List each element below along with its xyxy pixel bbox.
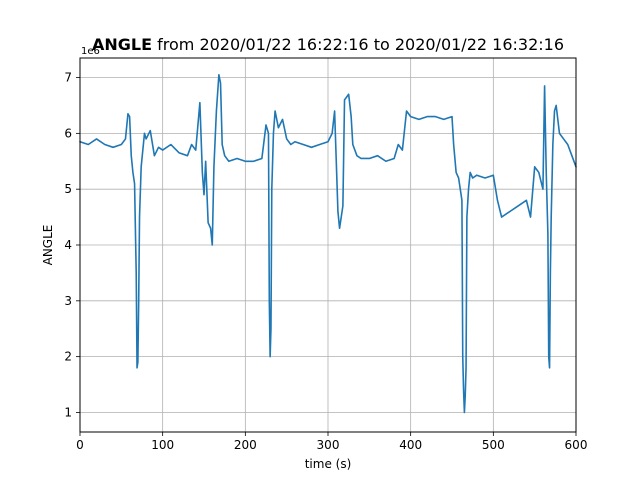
- chart-title-bold: ANGLE: [92, 35, 152, 54]
- x-tick-label: 0: [76, 438, 84, 452]
- x-tick-label: 200: [234, 438, 257, 452]
- x-tick-label: 400: [399, 438, 422, 452]
- x-tick-label: 100: [151, 438, 174, 452]
- y-tick-label: 6: [64, 126, 72, 140]
- x-axis-ticks: 0 100 200 300 400 500 600: [76, 432, 587, 452]
- angle-series-line: [79, 73, 577, 414]
- x-tick-label: 500: [482, 438, 505, 452]
- x-tick-label: 600: [565, 438, 588, 452]
- x-axis-label: time (s): [305, 457, 352, 471]
- grid-lines: [79, 58, 577, 432]
- y-axis-ticks: 1 2 3 4 5 6 7: [64, 71, 80, 419]
- chart-title: ANGLE from 2020/01/22 16:22:16 to 2020/0…: [92, 35, 564, 54]
- y-tick-label: 7: [64, 71, 72, 85]
- chart-title-rest: from 2020/01/22 16:22:16 to 2020/01/22 1…: [152, 35, 564, 54]
- y-tick-label: 3: [64, 294, 72, 308]
- x-tick-label: 300: [317, 438, 340, 452]
- series-layer: [79, 73, 577, 414]
- y-axis-label: ANGLE: [41, 225, 55, 266]
- y-tick-label: 1: [64, 405, 72, 419]
- y-tick-label: 5: [64, 182, 72, 196]
- y-tick-label: 4: [64, 238, 72, 252]
- y-axis-offset-label: 1e6: [81, 46, 100, 57]
- y-tick-label: 2: [64, 350, 72, 364]
